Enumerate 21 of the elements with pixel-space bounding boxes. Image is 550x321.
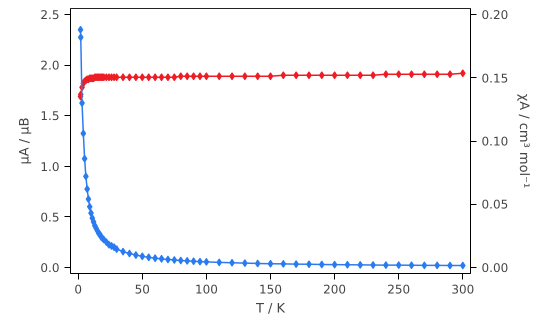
y2-tick-label: 0.05	[482, 198, 508, 212]
x-tick-label: 100	[194, 282, 218, 296]
y-tick-label: 0.0	[40, 260, 60, 275]
y2-tick-label: 0.20	[482, 8, 508, 22]
y-axis-title: μA / μB	[17, 118, 32, 164]
y-tick-label: 1.5	[40, 109, 60, 124]
y-tick-label: 1.0	[40, 160, 60, 174]
y2-tick-label: 0.10	[482, 134, 508, 148]
x-tick-label: 300	[451, 282, 474, 296]
x-tick-label: 50	[134, 282, 150, 296]
y-tick-label: 2.5	[40, 8, 60, 22]
x-tick-label: 0	[74, 282, 82, 296]
x-tick-label: 200	[323, 282, 346, 296]
x-tick-label: 250	[387, 282, 410, 296]
y2-axis-title: χA / cm³ mol⁻¹	[516, 94, 532, 188]
y-tick-label: 2.0	[40, 58, 60, 73]
y2-tick-label: 0.00	[482, 260, 508, 275]
y2-tick-label: 0.15	[482, 71, 508, 86]
x-axis-title: T / K	[254, 302, 286, 316]
x-tick-label: 150	[259, 282, 282, 296]
y-tick-label: 0.5	[40, 210, 60, 224]
